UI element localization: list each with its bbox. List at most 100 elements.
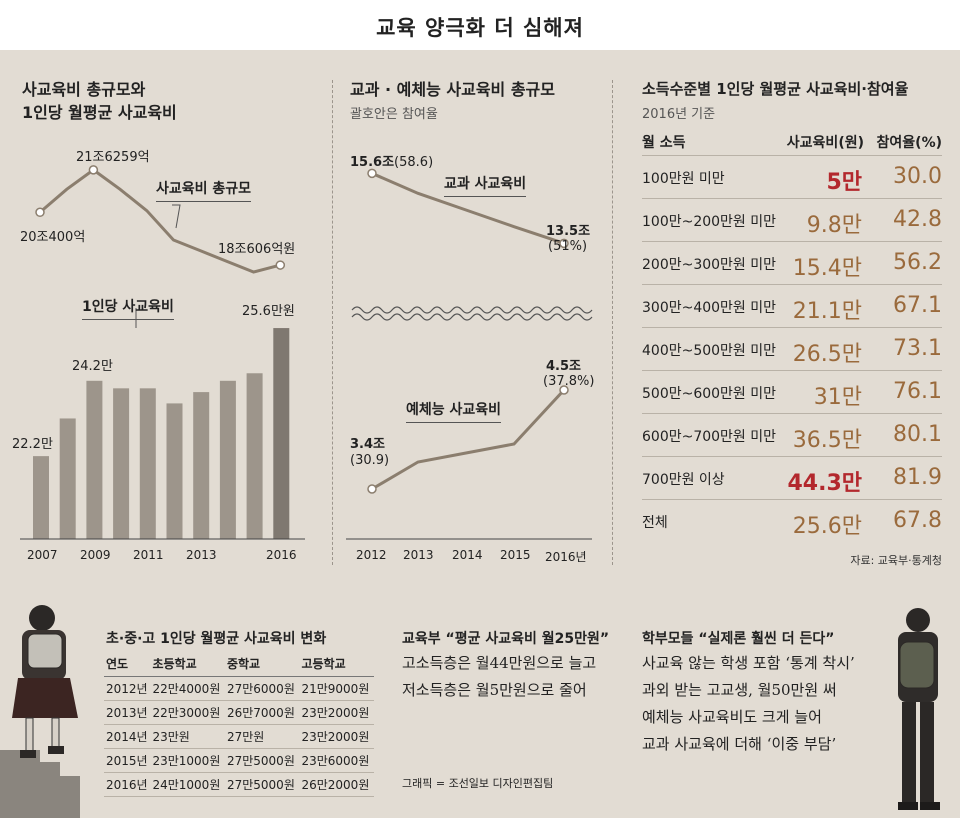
subject-end-rate: (51%) [548, 239, 588, 254]
income-cell: 전체 [642, 515, 668, 531]
grade-table-cell: 2014년 [104, 724, 151, 749]
grade-table-cell: 27만6000원 [224, 676, 300, 701]
panel3-title: 소득수준별 1인당 월평균 사교육비·참여율 [642, 80, 909, 98]
grade-table-cell: 21만9000원 [299, 676, 374, 701]
grade-table-cell: 26만2000원 [299, 772, 374, 797]
income-row: 400만~500만원 미만 26.5만 73.1 [642, 327, 942, 370]
grade-table-cell: 26만7000원 [224, 700, 300, 725]
income-cell: 100만원 미만 [642, 171, 725, 187]
income-row: 100만~200만원 미만 9.8만 42.8 [642, 198, 942, 241]
x-tick-label: 2011 [133, 548, 164, 562]
bar-label-peak: 24.2만 [72, 359, 113, 374]
panel2-subtitle: 괄호안은 참여율 [350, 107, 438, 122]
rate-cell: 73.1 [893, 336, 942, 361]
grade-table-cell: 23만6000원 [299, 748, 374, 773]
axis-break-wave [351, 313, 593, 321]
grade-table-cell: 27만5000원 [224, 748, 300, 773]
column-divider [612, 80, 613, 565]
grade-table-title: 초·중·고 1인당 월평균 사교육비 변화 [106, 631, 327, 647]
rate-cell: 80.1 [893, 422, 942, 447]
grade-col-elementary: 초등학교 [150, 652, 225, 677]
cost-cell: 31만 [813, 385, 862, 410]
rate-cell: 42.8 [893, 207, 942, 232]
grade-table-cell: 2012년 [104, 676, 151, 701]
grade-table-cell: 22만3000원 [150, 700, 225, 725]
ministry-line1: 고소득층은 월44만원으로 늘고 [402, 654, 597, 672]
panel1-title: 사교육비 총규모와 1인당 월평균 사교육비 [22, 78, 177, 124]
per-capita-bars-group [33, 308, 290, 539]
ministry-line2: 저소득층은 월5만원으로 줄어 [402, 681, 587, 699]
title-bar: 교육 양극화 더 심해져 [0, 0, 960, 50]
arts-end-rate: (37.8%) [543, 374, 595, 389]
income-row: 700만원 이상 44.3만 81.9 [642, 456, 942, 499]
bar-label-first: 22.2만 [12, 437, 53, 452]
x-tick-label: 2012 [356, 548, 387, 562]
col-cost: 사교육비(원) [786, 135, 864, 151]
grade-table-cell: 2013년 [104, 700, 151, 725]
grade-table-cell: 24만1000원 [150, 772, 225, 797]
grade-table-cell: 27만원 [224, 724, 300, 749]
income-cell: 100만~200만원 미만 [642, 214, 777, 230]
parents-title: 학부모들 “실제론 훨씬 더 든다” [642, 631, 835, 647]
rate-cell: 30.0 [893, 164, 942, 189]
parents-line2: 과외 받는 고교생, 월50만원 써 [642, 681, 837, 699]
cost-cell: 9.8만 [806, 213, 862, 238]
per-capita-bar [166, 403, 183, 539]
arts-start-value: 3.4조 [350, 437, 385, 452]
per-capita-bar [139, 388, 156, 539]
arts-line-group [367, 385, 569, 494]
line-label-first: 20조400억 [20, 230, 86, 245]
axis-break-wave [351, 306, 593, 314]
parents-line1: 사교육 않는 학생 포함 ‘통계 착시’ [642, 654, 855, 672]
parents-line4: 교과 사교육에 더해 ‘이중 부담’ [642, 735, 837, 753]
income-row: 200만~300만원 미만 15.4만 56.2 [642, 241, 942, 284]
ministry-body: 고소득층은 월44만원으로 늘고 저소득층은 월5만원으로 줄어 [402, 650, 596, 704]
parents-line3: 예체능 사교육비도 크게 늘어 [642, 708, 822, 726]
per-capita-bar [219, 380, 236, 539]
income-row: 전체 25.6만 67.8 [642, 499, 942, 542]
grade-table-row: 2013년 22만3000원 26만7000원 23만2000원 [104, 700, 374, 725]
source-note: 자료: 교육부·통계청 [850, 554, 942, 567]
grade-table-cell: 23만원 [150, 724, 225, 749]
page-title: 교육 양극화 더 심해져 [376, 16, 584, 40]
line-point [367, 484, 377, 494]
line-point [35, 207, 45, 218]
grade-table-row: 2012년 22만4000원 27만6000원 21만9000원 [104, 676, 374, 701]
rate-cell: 56.2 [893, 250, 942, 275]
income-cell: 700만원 이상 [642, 472, 725, 488]
cost-cell: 26.5만 [792, 342, 862, 367]
line-label-peak: 21조6259억 [76, 150, 150, 165]
income-cell: 600만~700만원 미만 [642, 429, 777, 445]
income-row: 600만~700만원 미만 36.5만 80.1 [642, 413, 942, 456]
per-capita-callout: 1인당 사교육비 [82, 296, 174, 320]
arts-callout: 예체능 사교육비 [406, 399, 502, 423]
income-cell: 300만~400만원 미만 [642, 300, 777, 316]
panel2-chart [346, 168, 593, 540]
per-capita-bar [246, 373, 263, 539]
grade-col-middle: 중학교 [224, 652, 300, 677]
series-line [371, 171, 565, 245]
grade-table-cell: 23만1000원 [150, 748, 225, 773]
income-table-header: 월 소득 사교육비(원) 참여율(%) [642, 132, 942, 154]
cost-cell: 36.5만 [792, 428, 862, 453]
subject-end-value: 13.5조 [546, 224, 591, 239]
per-capita-bar [33, 456, 49, 539]
total-size-line [39, 168, 281, 274]
grade-table-cell: 2016년 [104, 772, 151, 797]
line-point [88, 165, 99, 175]
arts-end-value: 4.5조 [546, 359, 581, 374]
cost-cell: 44.3만 [787, 471, 862, 496]
rate-cell: 67.8 [893, 508, 942, 533]
student-girl-illustration [0, 605, 80, 818]
col-rate: 참여율(%) [876, 135, 942, 151]
grade-table-header-row: 연도 초등학교 중학교 고등학교 [104, 652, 374, 677]
grade-col-high: 고등학교 [299, 652, 374, 677]
total-callout: 사교육비 총규모 [156, 178, 252, 202]
rate-cell: 81.9 [893, 465, 942, 490]
subject-start-value: 15.6조(58.6) [350, 155, 434, 170]
cost-cell: 25.6만 [792, 514, 862, 539]
income-cell: 400만~500만원 미만 [642, 343, 777, 359]
cost-cell: 21.1만 [792, 299, 862, 324]
line-point [367, 168, 377, 179]
subject-line-group [367, 168, 569, 249]
